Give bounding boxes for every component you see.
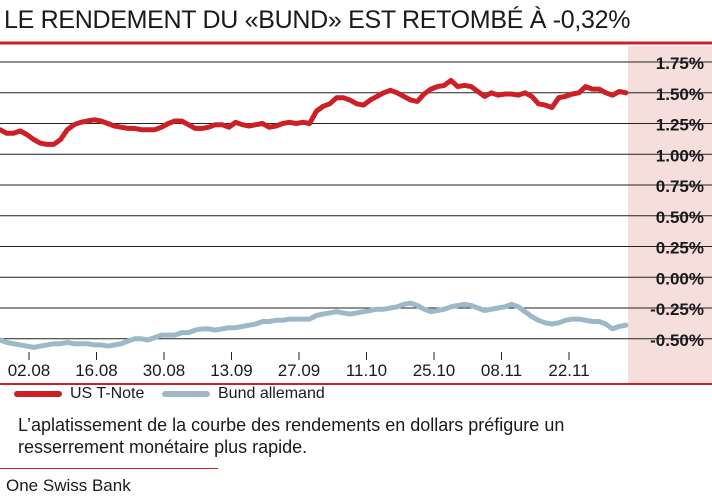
legend-label-bund: Bund allemand (218, 385, 325, 402)
y-tick-label: 0.00% (656, 269, 704, 288)
source-divider (0, 468, 218, 469)
y-tick-labels: 1.75% 1.50% 1.25% 1.00% 0.75% 0.50% 0.25% 0.00%… (650, 54, 704, 350)
y-tick-label: 1.75% (656, 54, 704, 73)
series-line-us-tnote (0, 77, 629, 147)
legend-swatch-us-tnote (14, 391, 62, 397)
legend-item-bund: Bund allemand (162, 384, 325, 404)
grid-lines (0, 61, 712, 385)
y-tick-label: 0.75% (656, 177, 704, 196)
x-tick-label: 27.09 (278, 361, 321, 380)
y-tick-label: 1.25% (656, 116, 704, 135)
y-tick-label: 1.00% (656, 146, 704, 165)
x-tick-label: 22.11 (548, 361, 589, 380)
legend-item-us-tnote: US T-Note (14, 384, 144, 404)
chart-title: LE RENDEMENT DU «BUND» EST RETOMBÉ À -0,… (4, 6, 631, 34)
y-tick-label: 0.25% (656, 239, 704, 258)
y-axis-band (628, 46, 712, 384)
source-label: One Swiss Bank (6, 476, 131, 495)
y-tick-label: 1.50% (656, 85, 704, 104)
legend-label-us-tnote: US T-Note (70, 385, 145, 402)
y-tick-label: -0.25% (650, 300, 704, 319)
x-tick-label: 02.08 (8, 361, 51, 380)
x-tick-label: 30.08 (143, 361, 186, 380)
y-tick-label: -0.50% (650, 331, 704, 350)
legend-swatch-bund (162, 391, 210, 397)
x-tick-label: 16.08 (75, 361, 118, 380)
y-tick-label: 0.50% (656, 208, 704, 227)
chart-caption: L’aplatissement de la courbe des rendeme… (18, 415, 565, 457)
x-tick-label: 13.09 (210, 361, 253, 380)
series-lines (0, 77, 629, 350)
x-tick-labels: 02.08 16.08 30.08 13.09 27.09 11.10 25.10 08.11… (8, 352, 590, 380)
series-line-bund (0, 300, 629, 350)
x-tick-label: 08.11 (481, 361, 522, 380)
x-tick-label: 25.10 (413, 361, 456, 380)
x-tick-label: 11.10 (346, 361, 387, 380)
